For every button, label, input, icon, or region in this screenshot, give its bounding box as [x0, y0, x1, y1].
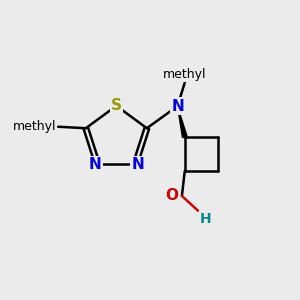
Polygon shape: [178, 106, 187, 138]
Text: O: O: [165, 188, 178, 203]
Text: methyl: methyl: [163, 68, 206, 81]
Text: N: N: [171, 99, 184, 114]
Text: N: N: [89, 157, 101, 172]
Text: H: H: [200, 212, 211, 226]
Text: methyl: methyl: [13, 120, 57, 133]
Text: S: S: [111, 98, 122, 113]
Text: N: N: [131, 157, 144, 172]
